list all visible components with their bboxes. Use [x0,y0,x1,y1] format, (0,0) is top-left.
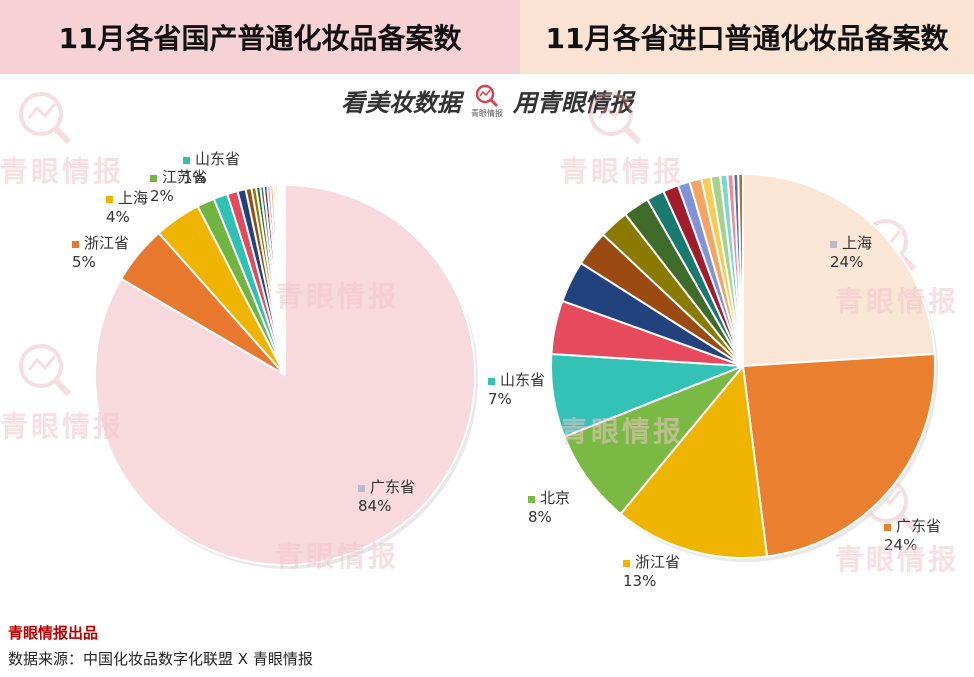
slice-name-label: 山东省 [500,371,545,389]
slice-name-label: 浙江省 [84,234,129,252]
footer-brand: 青眼情报出品 [8,624,99,642]
left-chart-title: 11月各省国产普通化妆品备案数 [0,0,520,74]
pie-slice-广东省 [741,352,936,558]
legend-marker [884,524,891,531]
legend-marker [528,496,535,503]
pie-slice-上海 [742,172,936,368]
legend-marker [72,241,79,248]
slice-name-label: 上海 [118,189,148,207]
slice-name-label: 山东省 [195,150,240,168]
slice-name-label: 浙江省 [635,553,680,571]
slice-percent-label: 8% [528,508,552,526]
slice-name-label: 广东省 [896,517,941,535]
pie-slice-other [737,172,744,367]
slice-percent-label: 5% [72,253,96,271]
slice-name-label: 江苏省 [162,168,207,186]
magnifier-logo-icon [475,84,499,107]
slice-percent-label: 2% [150,187,174,205]
footer-source: 数据来源：中国化妆品数字化联盟 X 青眼情报 [8,650,313,668]
brand-logo: 青眼情报 [471,83,503,118]
legend-marker [488,378,495,385]
slogan-left: 看美妆数据 [341,88,461,117]
brand-slogan: 看美妆数据 青眼情报 用青眼情报 [0,80,974,120]
slice-name-label: 广东省 [370,478,415,496]
slice-percent-label: 1% [183,169,207,187]
slice-name-label: 北京 [540,489,570,507]
legend-marker [150,175,157,182]
pie-slice-北京 [563,365,744,516]
legend-marker [183,157,190,164]
slice-percent-label: 24% [884,536,917,554]
right-chart-title: 11月各省进口普通化妆品备案数 [520,0,974,74]
slice-percent-label: 13% [623,572,656,590]
slice-percent-label: 4% [106,208,130,226]
slice-percent-label: 7% [488,390,512,408]
brand-logo-label: 青眼情报 [471,108,503,118]
legend-marker [623,560,630,567]
slice-percent-label: 24% [830,253,863,271]
slice-name-label: 上海 [842,234,872,252]
slogan-right: 用青眼情报 [513,88,633,117]
legend-marker [830,241,837,248]
pie-slice-浙江省 [619,363,769,559]
legend-marker [106,196,113,203]
slice-percent-label: 84% [358,497,391,515]
pie-slice-other [282,183,286,376]
legend-marker [358,485,365,492]
